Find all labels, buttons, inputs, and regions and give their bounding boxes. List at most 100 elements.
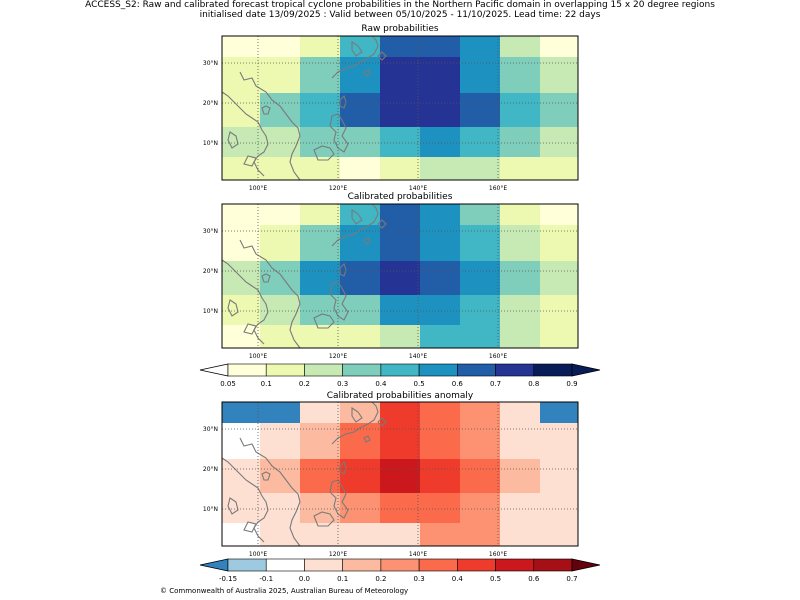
map-cell: [300, 157, 340, 180]
map-cell: [420, 225, 460, 261]
map-cell: [300, 295, 340, 325]
colorbar-tick-label: 0.3: [337, 380, 348, 388]
longitude-tick-label: 100°E: [249, 353, 267, 360]
map-cell: [300, 423, 340, 459]
map-cell: [540, 493, 578, 523]
longitude-tick-label: 160°E: [489, 185, 507, 192]
map-cell: [260, 225, 300, 261]
map-cell: [222, 93, 260, 127]
map-cell: [460, 225, 500, 261]
coastline: [221, 203, 387, 349]
map-cell: [540, 57, 578, 93]
map-cell: [420, 127, 460, 157]
map-cell: [340, 523, 380, 546]
map-cell: [500, 261, 540, 295]
map-cell: [540, 459, 578, 493]
map-cell: [260, 325, 300, 348]
map-cell: [380, 261, 420, 295]
map-cell: [420, 261, 460, 295]
map-cell: [460, 523, 500, 546]
map-cell: [420, 36, 460, 57]
coastline-path: [351, 40, 363, 57]
map-cell: [500, 423, 540, 459]
map-cell: [380, 459, 420, 493]
colorbar-tick-label: 0.7: [566, 575, 577, 583]
coastline: [221, 401, 387, 547]
map-cell: [300, 493, 340, 523]
map-cell: [380, 423, 420, 459]
map-cell: [540, 36, 578, 57]
map-cell: [260, 36, 300, 57]
colorbar-segment: [418, 558, 458, 572]
coastline-path: [261, 273, 271, 283]
colorbar-segment: [265, 558, 305, 572]
colorbar-segment: [533, 558, 573, 572]
map-cell: [460, 402, 500, 423]
longitude-tick-label: 140°E: [409, 185, 427, 192]
map-cell: [380, 157, 420, 180]
map-cell: [380, 225, 420, 261]
coastline-path: [227, 131, 239, 149]
coastline-path: [227, 299, 239, 317]
map-cell: [500, 127, 540, 157]
map-frame: [221, 35, 579, 181]
map-cell: [420, 402, 460, 423]
colorbar-segment: [380, 363, 420, 377]
latitude-tick-label: 20°N: [203, 268, 218, 275]
coastline-path: [243, 521, 257, 533]
map-cell: [500, 325, 540, 348]
coastline-path: [363, 69, 371, 77]
coastline-path: [313, 145, 335, 161]
colorbar-tick-label: 0.2: [375, 575, 386, 583]
raw-map-title: Raw probabilities: [361, 24, 439, 34]
longitude-tick-label: 120°E: [329, 353, 347, 360]
colorbar-lower-extension: [199, 558, 229, 572]
map-cell: [300, 36, 340, 57]
map-cell: [260, 423, 300, 459]
map-cell: [460, 204, 500, 225]
map-cell: [460, 325, 500, 348]
map-cell: [460, 127, 500, 157]
coastline-path: [351, 208, 363, 225]
coastline-path: [339, 262, 347, 277]
coastline-path: [313, 511, 335, 527]
colorbar-tick-label: 0.2: [299, 380, 310, 388]
map-cell: [260, 459, 300, 493]
coastline-path: [331, 35, 379, 79]
map-cell: [420, 459, 460, 493]
anomaly-map-title: Calibrated probabilities anomaly: [326, 391, 474, 401]
map-panel-0: 100°E 120°E 140°E 160°E 30°N 20°N 10°N: [203, 35, 579, 192]
map-cell: [260, 261, 300, 295]
colorbar-tick-label: 0.4: [375, 380, 387, 388]
map-cell: [222, 204, 260, 225]
map-cell: [380, 493, 420, 523]
map-cell: [500, 295, 540, 325]
map-cell: [222, 493, 260, 523]
map-cell: [500, 459, 540, 493]
anomaly-colorbar: -0.15 -0.1 0.0 0.1 0.2 0.3 0.4 0.5 0.6 0.7: [199, 558, 601, 583]
map-cell: [380, 295, 420, 325]
map-cell: [340, 157, 380, 180]
coastline-path: [239, 437, 301, 547]
longitude-tick-label: 140°E: [409, 353, 427, 360]
map-cell: [500, 57, 540, 93]
latitude-tick-label: 20°N: [203, 466, 218, 473]
longitude-tick-label: 100°E: [249, 185, 267, 192]
map-cell: [420, 423, 460, 459]
map-cell: [260, 493, 300, 523]
map-cell: [300, 402, 340, 423]
map-cell: [222, 459, 260, 493]
longitude-tick-label: 120°E: [329, 551, 347, 558]
copyright-text: © Commonwealth of Australia 2025, Austra…: [160, 587, 409, 595]
probability-colorbar: 0.05 0.1 0.2 0.3 0.4 0.5 0.6 0.7 0.8 0.9: [199, 363, 601, 388]
colorbar-tick-label: 0.0: [299, 575, 310, 583]
map-cell: [460, 157, 500, 180]
latitude-tick-label: 10°N: [203, 308, 218, 315]
map-cell: [340, 36, 380, 57]
map-cell: [222, 127, 260, 157]
map-cell: [222, 402, 260, 423]
coastline-path: [261, 471, 271, 481]
colorbar-tick-label: -0.15: [219, 575, 237, 583]
colorbar-segment: [457, 558, 496, 572]
map-cell: [260, 204, 300, 225]
